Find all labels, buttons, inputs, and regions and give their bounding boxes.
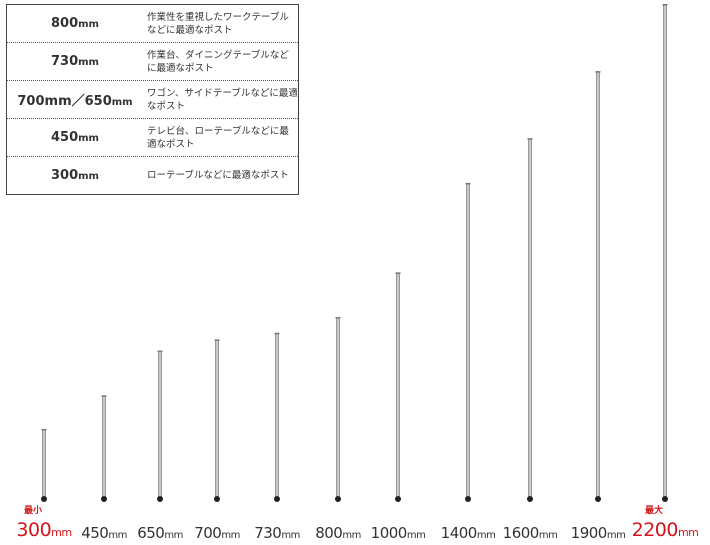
post-length: 450 — [81, 524, 109, 542]
post-cap — [395, 272, 401, 274]
post-foot — [157, 496, 163, 502]
post-label: 300mm — [16, 519, 72, 544]
post-unit: mm — [281, 530, 300, 541]
guide-size: 800 — [51, 16, 79, 31]
post-cap — [465, 182, 471, 185]
post-1600 — [527, 138, 533, 502]
post-cap — [157, 350, 163, 353]
post-unit: mm — [476, 530, 496, 541]
guide-row: 800mm 作業性を重視したワークテーブルなどに最適なポスト — [7, 5, 298, 43]
guide-desc: ワゴン、サイドテーブルなどに最適なポスト — [147, 87, 298, 112]
guide-desc: 作業性を重視したワークテーブルなどに最適なポスト — [147, 11, 289, 36]
post-tag: 最大 — [645, 506, 664, 516]
post-foot — [335, 496, 341, 502]
guide-size: 730 — [51, 54, 79, 69]
post-length: 1400 — [440, 524, 478, 542]
guide-row: 730mm 作業台、ダイニングテーブルなどに最適なポスト — [7, 43, 298, 81]
post-shaft — [102, 396, 106, 498]
post-shaft — [528, 138, 532, 498]
post-shaft — [396, 273, 400, 498]
post-foot — [662, 496, 668, 502]
guide-row: 700mm／650mm ワゴン、サイドテーブルなどに最適なポスト — [7, 81, 298, 119]
usage-guide-table: 800mm 作業性を重視したワークテーブルなどに最適なポスト 730mm 作業台、ダ… — [6, 4, 299, 195]
post-shaft — [466, 183, 470, 498]
post-700 — [214, 339, 220, 502]
post-length: 300 — [16, 519, 52, 541]
post-unit: mm — [51, 526, 72, 539]
post-450 — [101, 395, 107, 502]
post-label: 450mm — [81, 524, 127, 545]
post-cap — [662, 4, 668, 6]
post-unit: mm — [108, 530, 127, 541]
post-unit: mm — [164, 530, 183, 541]
post-length: 1000 — [370, 524, 408, 542]
post-foot — [395, 496, 401, 502]
post-label: 1600mm — [503, 524, 558, 545]
post-shaft — [275, 333, 279, 498]
post-foot — [101, 496, 107, 502]
post-shaft — [158, 351, 162, 498]
post-foot — [595, 496, 601, 502]
post-foot — [41, 496, 47, 502]
post-shaft — [663, 4, 667, 498]
post-label: 730mm — [254, 524, 300, 545]
post-cap — [527, 138, 533, 140]
post-800 — [335, 317, 341, 502]
guide-row: 450mm テレビ台、ローテーブルなどに最適なポスト — [7, 119, 298, 157]
post-cap — [595, 71, 601, 73]
post-tag: 最小 — [24, 506, 43, 516]
post-length: 1600 — [502, 524, 540, 542]
post-shaft — [215, 340, 219, 498]
post-label: 1000mm — [371, 524, 426, 545]
post-1400 — [465, 182, 471, 502]
post-cap — [101, 395, 107, 397]
post-1900 — [595, 71, 601, 502]
post-cap — [274, 332, 280, 335]
post-cap — [335, 317, 341, 319]
post-label: 650mm — [137, 524, 183, 545]
post-shaft — [336, 317, 340, 498]
post-unit: mm — [606, 530, 626, 541]
post-length: 2200 — [631, 519, 679, 541]
post-foot — [274, 496, 280, 502]
guide-desc: テレビ台、ローテーブルなどに最適なポスト — [147, 125, 289, 150]
guide-row: 300mm ローテーブルなどに最適なポスト — [7, 157, 298, 194]
post-length: 800 — [315, 524, 343, 542]
post-length: 1900 — [570, 524, 608, 542]
post-cap — [214, 339, 220, 341]
guide-size: 300 — [51, 168, 79, 183]
guide-size: 700mm／650 — [17, 94, 112, 109]
post-unit: mm — [406, 530, 426, 541]
post-unit: mm — [221, 530, 240, 541]
post-length: 650 — [137, 524, 165, 542]
post-label: 2200mm — [632, 519, 699, 544]
post-shaft — [42, 429, 46, 498]
post-label: 700mm — [194, 524, 240, 545]
post-2200 — [662, 4, 668, 502]
post-label: 800mm — [315, 524, 361, 545]
post-shaft — [596, 71, 600, 498]
post-300 — [41, 428, 47, 502]
post-label: 1900mm — [571, 524, 626, 545]
guide-desc: ローテーブルなどに最適なポスト — [147, 170, 289, 181]
guide-desc: 作業台、ダイニングテーブルなどに最適なポスト — [147, 49, 289, 74]
post-foot — [465, 496, 471, 502]
post-length: 730 — [254, 524, 282, 542]
post-foot — [214, 496, 220, 502]
post-foot — [527, 496, 533, 502]
post-cap — [41, 428, 47, 431]
post-1000 — [395, 272, 401, 502]
post-label: 1400mm — [441, 524, 496, 545]
post-650 — [157, 350, 163, 502]
guide-size: 450 — [51, 130, 79, 145]
post-unit: mm — [342, 530, 361, 541]
post-730 — [274, 332, 280, 502]
post-length: 700 — [194, 524, 222, 542]
post-unit: mm — [538, 530, 558, 541]
post-unit: mm — [677, 526, 699, 539]
